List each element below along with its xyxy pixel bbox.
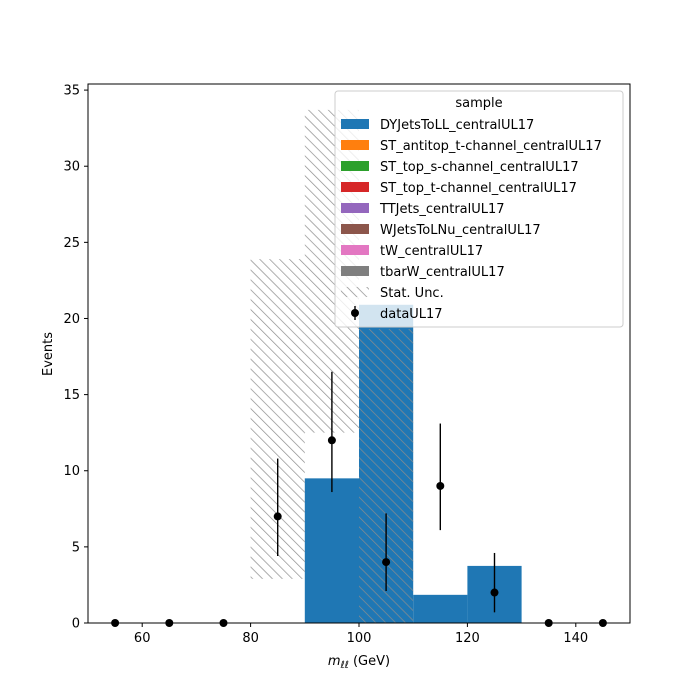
legend-item: ST_antitop_t-channel_centralUL17 [341,139,602,154]
legend-label: Stat. Unc. [380,286,444,301]
x-tick-label: 100 [347,631,372,646]
y-tick-label: 0 [72,617,80,632]
legend-label: TTJets_centralUL17 [379,202,505,217]
legend-item: TTJets_centralUL17 [341,202,505,217]
y-tick-label: 5 [72,540,80,555]
y-axis-ticks: 0 5 10 15 20 25 30 35 [63,84,88,632]
legend-label: ST_antitop_t-channel_centralUL17 [380,139,602,154]
x-tick-label: 80 [242,631,259,646]
legend-swatch [341,182,369,192]
legend-swatch-hatch [341,287,369,297]
legend-swatch [341,119,369,129]
y-axis-label: Events [41,332,56,376]
legend-swatch [341,245,369,255]
legend-item: tW_centralUL17 [341,244,483,259]
bar-DYJetsToLL_centralUL17-bin-4 [304,478,359,623]
y-tick-label: 25 [63,236,80,251]
x-axis-ticks: 60 80 100 120 140 [134,623,588,646]
legend-label: ST_top_s-channel_centralUL17 [380,160,579,175]
legend-frame [334,90,624,328]
data-point [436,481,445,490]
legend-item: WJetsToLNu_centralUL17 [341,223,541,238]
legend-marker [351,309,359,317]
data-point [382,558,391,567]
y-tick-label: 35 [63,84,80,99]
legend-item: dataUL17 [351,306,443,322]
x-tick-label: 120 [455,631,480,646]
x-tick-label: 140 [563,631,588,646]
legend: sample DYJetsToLL_centralUL17 ST_antitop_… [334,90,624,328]
y-tick-label: 20 [63,312,80,327]
legend-item: ST_top_t-channel_centralUL17 [341,181,577,196]
legend-label: ST_top_t-channel_centralUL17 [380,181,577,196]
legend-item: DYJetsToLL_centralUL17 [341,118,534,133]
x-axis-label: mℓℓ (GeV) [328,654,390,671]
legend-title: sample [455,96,502,111]
y-tick-label: 15 [63,388,80,403]
legend-swatch [341,203,369,213]
legend-swatch [341,140,369,150]
data-point [327,436,336,445]
y-tick-label: 30 [63,160,80,175]
legend-swatch [341,161,369,171]
legend-swatch [341,266,369,276]
legend-label: WJetsToLNu_centralUL17 [380,223,541,238]
legend-label: dataUL17 [380,307,443,322]
legend-item: ST_top_s-channel_centralUL17 [341,160,579,175]
legend-item: Stat. Unc. [341,286,444,301]
legend-label: tbarW_centralUL17 [380,265,505,280]
legend-swatch [341,224,369,234]
bar-DYJetsToLL_centralUL17-bin-6 [413,594,468,623]
data-point [490,588,499,597]
legend-label: DYJetsToLL_centralUL17 [380,118,534,133]
y-tick-label: 10 [63,464,80,479]
legend-label: tW_centralUL17 [380,244,483,259]
x-tick-label: 60 [134,631,151,646]
legend-item: tbarW_centralUL17 [341,265,505,280]
data-point [273,512,282,521]
